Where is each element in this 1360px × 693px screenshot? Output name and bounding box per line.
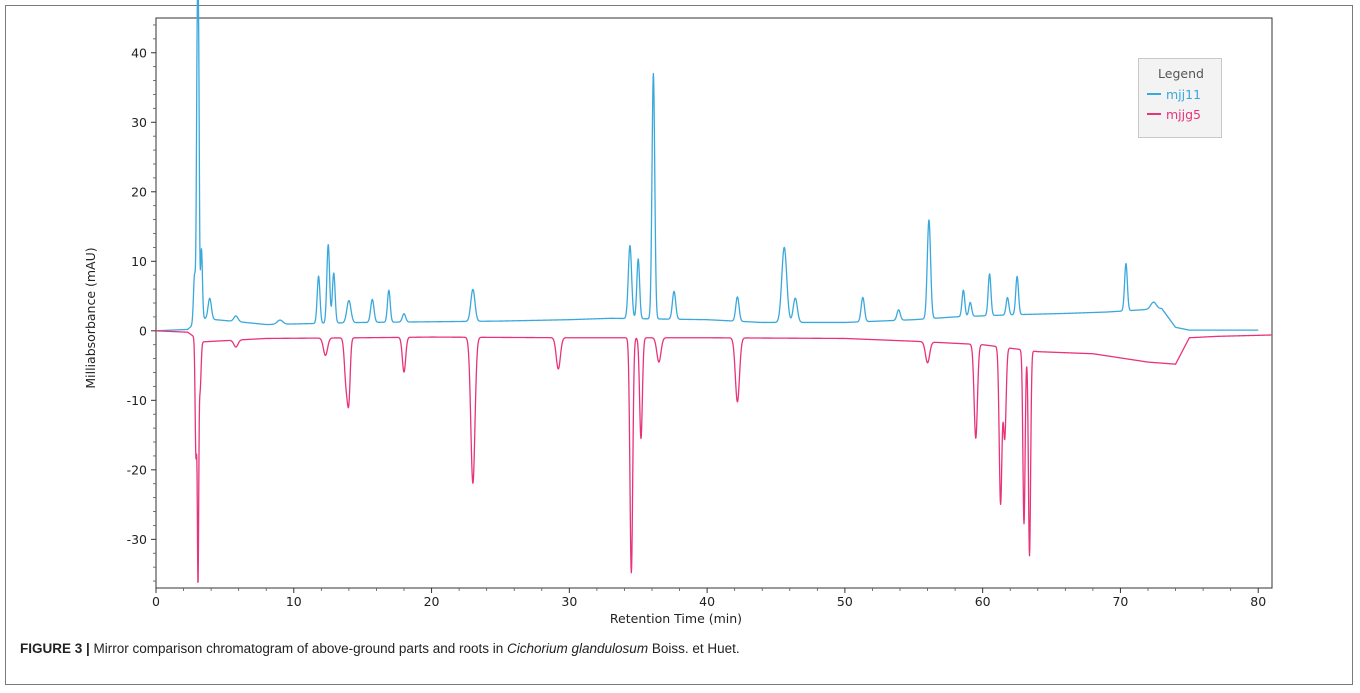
y-tick-label: 10 — [131, 254, 147, 269]
y-tick-label: -30 — [127, 532, 147, 547]
x-tick-label: 70 — [1112, 594, 1128, 609]
axes-layer: 0 10 20 30 40 50 60 70 80 40 30 20 10 0 -10 -20 -30 — [127, 17, 1273, 609]
legend-entry-mjj11: mjj11 — [1147, 86, 1201, 102]
figure-caption: FIGURE 3 | Mirror comparison chromatogra… — [20, 641, 740, 656]
legend-swatch-mjjg5 — [1147, 113, 1161, 115]
y-tick-label: -20 — [127, 462, 147, 477]
x-tick-label: 50 — [837, 594, 853, 609]
y-tick-label: 40 — [131, 45, 147, 60]
x-tick-label: 0 — [152, 594, 160, 609]
y-tick-label: 30 — [131, 115, 147, 130]
legend-swatch-mjj11 — [1147, 93, 1161, 95]
x-tick-label: 10 — [286, 594, 302, 609]
figure-frame — [5, 5, 1353, 685]
x-tick-label: 30 — [561, 594, 577, 609]
series-line-mjjg5 — [155, 330, 1273, 584]
legend-label-mjjg5: mjjg5 — [1166, 106, 1202, 122]
legend-label-mjj11: mjj11 — [1166, 86, 1202, 102]
y-tick-label: 0 — [139, 323, 147, 338]
y-tick-label: -10 — [127, 393, 147, 408]
figure-label: FIGURE 3 | — [20, 641, 90, 656]
y-tick-label: 20 — [131, 184, 147, 199]
series-layer — [155, 0, 1273, 584]
legend-entry-mjjg5: mjjg5 — [1147, 106, 1201, 122]
caption-text-after: Boiss. et Huet. — [648, 641, 740, 656]
y-axis-label: Milliabsorbance (mAU) — [83, 247, 98, 388]
caption-species: Cichorium glandulosum — [507, 641, 649, 656]
x-tick-label: 60 — [975, 594, 991, 609]
legend: Legend mjj11 mjjg5 — [1138, 58, 1222, 138]
x-tick-label: 80 — [1250, 594, 1266, 609]
x-axis-label: Retention Time (min) — [610, 611, 742, 626]
x-tick-label: 40 — [699, 594, 715, 609]
legend-title: Legend — [1158, 66, 1204, 81]
x-tick-label: 20 — [424, 594, 440, 609]
series-line-mjj11 — [155, 0, 1259, 332]
caption-text-before: Mirror comparison chromatogram of above-… — [89, 641, 507, 656]
plot-area-border — [155, 17, 1273, 589]
